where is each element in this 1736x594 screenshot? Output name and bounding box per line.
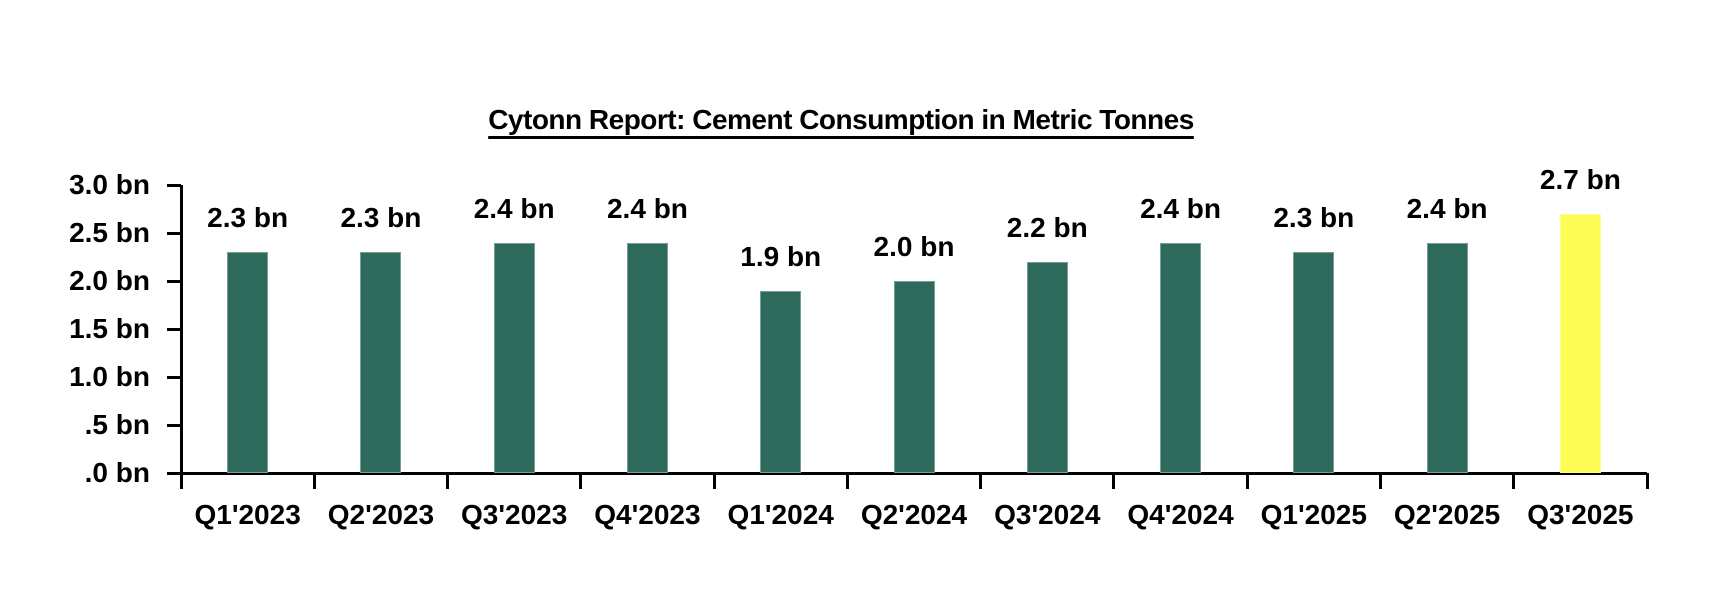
y-axis-tick [167, 471, 181, 475]
bar-value-label-q2-2023: 2.3 bn [340, 202, 422, 234]
y-tick-label: 2.5 bn [69, 217, 150, 248]
bar-value-label-q1-2025: 2.3 bn [1273, 202, 1355, 234]
x-axis-tick [979, 473, 983, 489]
bar-q3-2024 [1026, 261, 1068, 473]
x-tick-label-q4-2024: Q4'2024 [1127, 499, 1234, 530]
bar-q2-2025 [1426, 242, 1468, 473]
x-axis-tick [1645, 473, 1649, 489]
x-tick-label-q2-2024: Q2'2024 [860, 499, 968, 530]
bar-value-label-q3-2025: 2.7 bn [1539, 163, 1621, 195]
x-axis-tick [179, 473, 183, 489]
bar-q4-2024 [1160, 242, 1202, 473]
x-axis-tick [1512, 473, 1516, 489]
y-tick-label: 1.0 bn [69, 361, 150, 392]
bar-value-label-q2-2024: 2.0 bn [873, 231, 955, 262]
bar-q2-2024 [893, 281, 935, 473]
bar-q1-2025 [1293, 252, 1335, 473]
y-tick-label: 2.0 bn [69, 265, 150, 296]
bar-value-label-q4-2024: 2.4 bn [1140, 192, 1221, 224]
y-tick-label: 1.5 bn [69, 313, 150, 344]
bar-value-label-q3-2023: 2.4 bn [473, 192, 555, 224]
x-tick-label-q2-2025: Q2'2025 [1393, 499, 1501, 530]
y-axis-line [179, 185, 183, 489]
y-tick-label: .0 bn [84, 457, 150, 488]
x-tick-label-q1-2025: Q1'2025 [1260, 499, 1367, 530]
x-axis-tick [1378, 473, 1382, 489]
y-axis-tick [167, 327, 181, 331]
x-axis-tick [312, 473, 316, 489]
x-tick-label-q1-2024: Q1'2024 [727, 499, 834, 530]
y-tick-label: .5 bn [84, 409, 150, 440]
x-axis-tick [845, 473, 849, 489]
bar-q3-2023 [493, 242, 535, 473]
y-axis-tick [167, 183, 181, 187]
x-axis-tick [1112, 473, 1116, 489]
y-axis-tick [167, 423, 181, 427]
x-axis-tick [712, 473, 716, 489]
bar-q1-2024 [760, 290, 802, 473]
chart-title: Cytonn Report: Cement Consumption in Met… [488, 104, 1194, 135]
y-axis-tick [167, 231, 181, 235]
bar-q4-2023 [626, 242, 668, 473]
x-axis-line [167, 471, 1647, 475]
x-tick-label-q1-2023: Q1'2023 [194, 499, 301, 530]
x-axis-tick [446, 473, 450, 489]
x-tick-label-q2-2023: Q2'2023 [327, 499, 435, 530]
x-tick-label-q4-2023: Q4'2023 [594, 499, 701, 530]
x-tick-label-q3-2023: Q3'2023 [461, 499, 568, 530]
bar-value-label-q2-2025: 2.4 bn [1406, 192, 1488, 224]
y-tick-label: 3.0 bn [69, 169, 150, 200]
bar-q3-2025 [1559, 213, 1601, 473]
bar-value-label-q4-2023: 2.4 bn [606, 192, 688, 224]
x-axis-tick [579, 473, 583, 489]
bar-q2-2023 [360, 252, 402, 473]
bar-value-label-q1-2024: 1.9 bn [740, 240, 822, 272]
y-axis-tick [167, 279, 181, 283]
x-axis-tick [1245, 473, 1249, 489]
bar-value-label-q1-2023: 2.3 bn [207, 202, 289, 234]
bar-q1-2023 [227, 252, 269, 473]
bar-value-label-q3-2024: 2.2 bn [1006, 211, 1088, 243]
x-tick-label-q3-2024: Q3'2024 [994, 499, 1101, 530]
x-tick-label-q3-2025: Q3'2025 [1527, 499, 1634, 530]
y-axis-tick [167, 375, 181, 379]
